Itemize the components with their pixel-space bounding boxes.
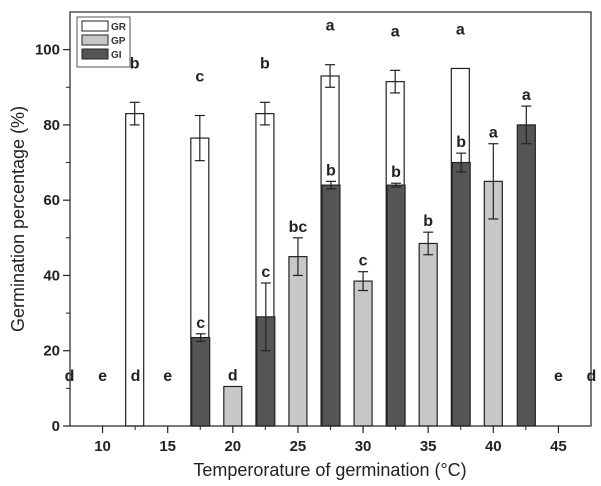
bar-gi <box>192 338 210 426</box>
x-tick-label: 15 <box>159 438 176 455</box>
significance-letter: c <box>195 69 204 86</box>
significance-letter: bc <box>289 219 308 236</box>
bar-gi <box>387 185 405 426</box>
bar-gi <box>517 125 535 426</box>
y-tick-label: 0 <box>52 418 60 435</box>
significance-letter: a <box>456 21 465 38</box>
significance-letter: d <box>228 367 238 384</box>
bar-gi <box>322 185 340 426</box>
significance-letter: b <box>456 134 466 151</box>
legend-label-gi: GI <box>111 50 122 61</box>
legend-swatch-gi <box>82 49 108 59</box>
x-axis-title: Temperorature of germination (°C) <box>193 460 466 480</box>
y-axis-title: Germination percentage (%) <box>8 106 28 332</box>
bar-gp <box>224 386 242 426</box>
significance-letter: b <box>130 55 140 72</box>
significance-letter: e <box>163 368 172 385</box>
x-tick-label: 30 <box>355 438 372 455</box>
legend-swatch-gr <box>82 21 108 31</box>
x-tick-label: 10 <box>94 438 111 455</box>
significance-letter: a <box>391 23 400 40</box>
y-tick-label: 80 <box>43 117 60 134</box>
significance-letter: d <box>131 368 141 385</box>
legend: GR GP GI <box>77 17 130 67</box>
significance-letter: c <box>261 264 270 281</box>
significance-letter: a <box>489 125 498 142</box>
x-tick-label: 25 <box>290 438 307 455</box>
y-tick-label: 100 <box>35 42 60 59</box>
x-tick-label: 40 <box>485 438 502 455</box>
significance-letter: b <box>423 213 433 230</box>
significance-letter: b <box>260 55 270 72</box>
legend-label-gp: GP <box>111 36 126 47</box>
legend-label-gr: GR <box>111 22 127 33</box>
x-tick-label: 35 <box>420 438 437 455</box>
y-tick-label: 20 <box>43 343 60 360</box>
y-tick-label: 40 <box>43 267 60 284</box>
bar-gp <box>354 281 372 426</box>
bar-gp <box>289 257 307 426</box>
x-tick-label: 45 <box>550 438 567 455</box>
significance-letter: c <box>359 253 368 270</box>
bar-gp <box>419 243 437 426</box>
legend-swatch-gp <box>82 35 108 45</box>
bar-gi <box>452 163 470 426</box>
axes: 0 20 40 60 80 100 10 15 20 25 30 35 40 45 <box>35 12 591 455</box>
y-tick-label: 60 <box>43 192 60 209</box>
significance-letter: a <box>522 87 531 104</box>
significance-letter: e <box>554 368 563 385</box>
significance-letter: c <box>196 315 205 332</box>
significance-letter: e <box>98 368 107 385</box>
x-tick-label: 20 <box>224 438 241 455</box>
significance-letter: a <box>326 18 335 35</box>
significance-letter: b <box>326 162 336 179</box>
significance-letter: b <box>391 164 401 181</box>
plot-area: dbcbaaadeedbccbaedccbbbad <box>65 18 597 426</box>
